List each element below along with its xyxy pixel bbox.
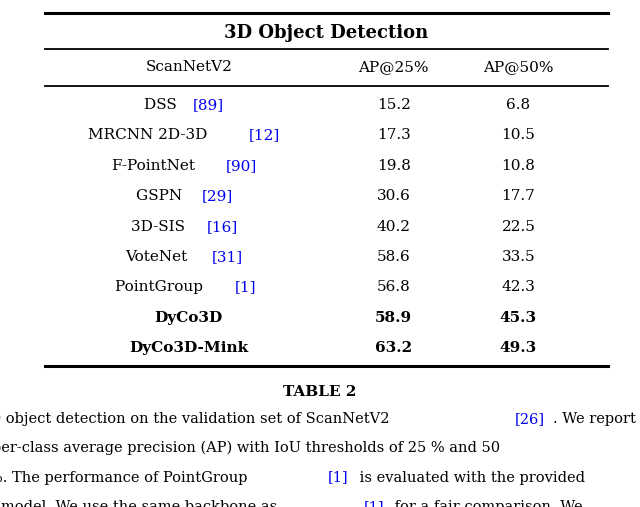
Text: [1]: [1] bbox=[328, 470, 349, 485]
Text: 22.5: 22.5 bbox=[502, 220, 535, 234]
Text: [16]: [16] bbox=[207, 220, 238, 234]
Text: AP@25%: AP@25% bbox=[358, 60, 429, 75]
Text: TABLE 2: TABLE 2 bbox=[284, 385, 356, 400]
Text: PointGroup: PointGroup bbox=[115, 280, 208, 295]
Text: 58.6: 58.6 bbox=[377, 250, 410, 264]
Text: for a fair comparison. We: for a fair comparison. We bbox=[390, 500, 583, 507]
Text: VoteNet: VoteNet bbox=[125, 250, 193, 264]
Text: . We report: . We report bbox=[553, 412, 636, 426]
Text: 40.2: 40.2 bbox=[376, 220, 411, 234]
Text: is evaluated with the provided: is evaluated with the provided bbox=[355, 470, 585, 485]
Text: [31]: [31] bbox=[212, 250, 243, 264]
Text: AP@50%: AP@50% bbox=[483, 60, 554, 75]
Text: F-PointNet: F-PointNet bbox=[112, 159, 200, 173]
Text: 56.8: 56.8 bbox=[377, 280, 410, 295]
Text: 42.3: 42.3 bbox=[502, 280, 535, 295]
Text: GSPN: GSPN bbox=[136, 189, 187, 203]
Text: 17.3: 17.3 bbox=[377, 128, 410, 142]
Text: per-class average precision (AP) with IoU thresholds of 25 % and 50: per-class average precision (AP) with Io… bbox=[0, 441, 500, 455]
Text: 49.3: 49.3 bbox=[500, 341, 537, 355]
Text: 3D-SIS: 3D-SIS bbox=[131, 220, 189, 234]
Text: MRCNN 2D-3D: MRCNN 2D-3D bbox=[88, 128, 212, 142]
Text: DyCo3D: DyCo3D bbox=[155, 311, 223, 325]
Text: 15.2: 15.2 bbox=[377, 98, 410, 112]
Text: 19.8: 19.8 bbox=[377, 159, 410, 173]
Text: DyCo3D-Mink: DyCo3D-Mink bbox=[129, 341, 248, 355]
Text: 6.8: 6.8 bbox=[506, 98, 531, 112]
Text: %. The performance of PointGroup: %. The performance of PointGroup bbox=[0, 470, 252, 485]
Text: [29]: [29] bbox=[202, 189, 233, 203]
Text: [90]: [90] bbox=[225, 159, 257, 173]
Text: [12]: [12] bbox=[249, 128, 280, 142]
Text: 63.2: 63.2 bbox=[375, 341, 412, 355]
Text: 33.5: 33.5 bbox=[502, 250, 535, 264]
Text: [89]: [89] bbox=[193, 98, 224, 112]
Text: 3D object detection on the validation set of ScanNetV2: 3D object detection on the validation se… bbox=[0, 412, 394, 426]
Text: 45.3: 45.3 bbox=[500, 311, 537, 325]
Text: DSS: DSS bbox=[145, 98, 182, 112]
Text: model. We use the same backbone as: model. We use the same backbone as bbox=[1, 500, 282, 507]
Text: [1]: [1] bbox=[364, 500, 384, 507]
Text: 58.9: 58.9 bbox=[375, 311, 412, 325]
Text: 10.8: 10.8 bbox=[502, 159, 535, 173]
Text: 30.6: 30.6 bbox=[377, 189, 410, 203]
Text: 3D Object Detection: 3D Object Detection bbox=[224, 24, 429, 42]
Text: [26]: [26] bbox=[515, 412, 545, 426]
Text: 10.5: 10.5 bbox=[502, 128, 535, 142]
Text: [1]: [1] bbox=[235, 280, 257, 295]
Text: 17.7: 17.7 bbox=[502, 189, 535, 203]
Text: ScanNetV2: ScanNetV2 bbox=[145, 60, 232, 75]
